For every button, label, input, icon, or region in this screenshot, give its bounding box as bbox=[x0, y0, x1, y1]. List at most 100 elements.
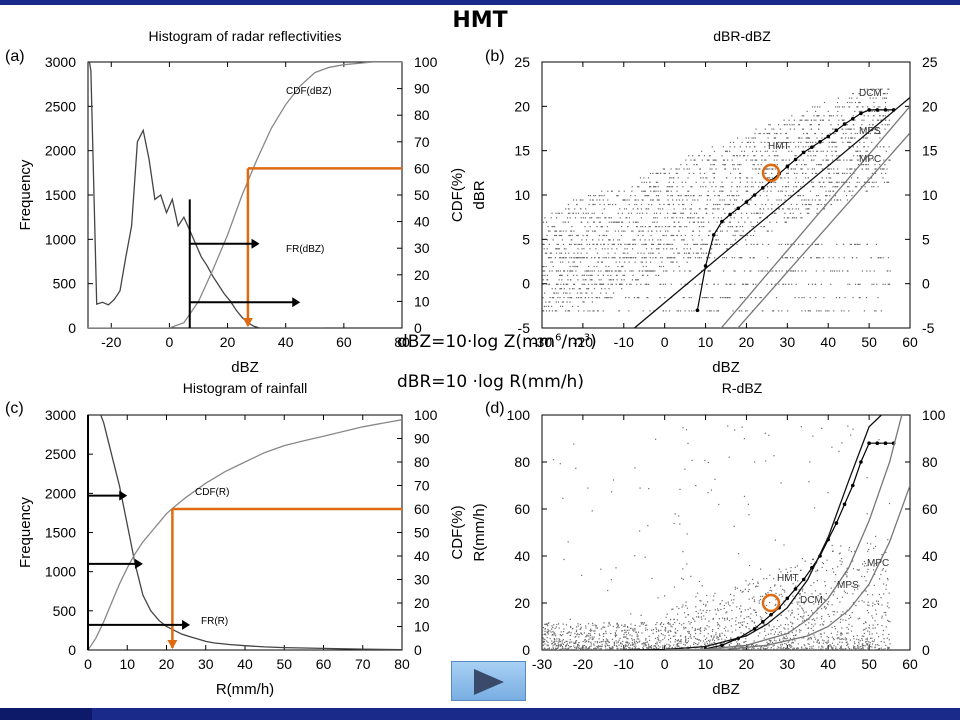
scatter-point bbox=[851, 195, 853, 197]
scatter-point bbox=[586, 257, 588, 259]
y-tick-label: 1500 bbox=[45, 525, 76, 541]
scatter-point bbox=[688, 190, 690, 192]
scatter-point bbox=[606, 643, 608, 645]
scatter-point bbox=[693, 618, 695, 620]
scatter-point bbox=[627, 226, 629, 228]
scatter-point bbox=[565, 645, 567, 647]
scatter-point bbox=[619, 208, 621, 210]
scatter-point bbox=[802, 128, 804, 130]
scatter-point bbox=[547, 633, 549, 635]
scatter-point bbox=[636, 633, 638, 635]
scatter-point bbox=[751, 186, 753, 188]
scatter-point bbox=[880, 310, 882, 312]
scatter-point bbox=[831, 646, 833, 648]
scatter-point bbox=[663, 172, 665, 174]
scatter-point bbox=[737, 649, 739, 650]
scatter-point bbox=[862, 648, 864, 650]
y2-axis-label: CDF(%) bbox=[449, 505, 466, 559]
scatter-point bbox=[768, 177, 770, 179]
scatter-point bbox=[548, 243, 550, 245]
scatter-point bbox=[628, 217, 631, 219]
scatter-point bbox=[593, 630, 595, 632]
scatter-point bbox=[742, 283, 744, 285]
scatter-point bbox=[835, 574, 837, 576]
scatter-point bbox=[584, 639, 586, 641]
scatter-point bbox=[563, 628, 565, 630]
scatter-point bbox=[637, 252, 639, 254]
scatter-point bbox=[693, 243, 695, 245]
scatter-point bbox=[640, 208, 642, 210]
scatter-point bbox=[633, 243, 635, 245]
scatter-point bbox=[599, 195, 601, 197]
x-tick-label: -30 bbox=[532, 334, 552, 350]
scatter-point bbox=[849, 649, 851, 650]
scatter-point bbox=[740, 611, 742, 613]
scatter-point bbox=[836, 649, 838, 650]
scatter-point bbox=[661, 625, 663, 628]
scatter-point bbox=[769, 168, 771, 170]
scatter-point bbox=[708, 234, 710, 237]
scatter-point bbox=[875, 649, 877, 650]
scatter-point bbox=[866, 168, 868, 170]
scatter-point bbox=[793, 124, 795, 126]
scatter-point bbox=[783, 203, 785, 206]
scatter-point bbox=[888, 146, 890, 148]
y-tick-label: 3000 bbox=[45, 407, 76, 423]
scatter-point bbox=[578, 642, 580, 644]
scatter-point bbox=[809, 646, 811, 648]
scatter-point bbox=[608, 265, 610, 268]
scatter-point bbox=[672, 248, 674, 250]
scatter-point bbox=[624, 230, 626, 232]
scatter-point bbox=[756, 649, 758, 650]
scatter-point bbox=[730, 283, 732, 285]
scatter-point bbox=[783, 217, 785, 219]
scatter-point bbox=[652, 239, 654, 241]
scatter-point bbox=[603, 243, 605, 245]
scatter-point bbox=[751, 226, 753, 228]
scatter-point bbox=[770, 647, 772, 649]
scatter-point bbox=[729, 605, 731, 607]
scatter-point bbox=[624, 632, 626, 634]
scatter-point bbox=[658, 274, 660, 276]
scatter-point bbox=[618, 626, 620, 629]
scatter-point bbox=[586, 230, 588, 232]
scatter-point bbox=[583, 248, 585, 250]
scatter-point bbox=[684, 195, 686, 197]
scatter-point bbox=[674, 257, 676, 259]
scatter-point bbox=[817, 195, 819, 197]
scatter-point bbox=[645, 265, 647, 268]
scatter-point bbox=[841, 119, 844, 121]
scatter-point bbox=[770, 639, 772, 642]
scatter-point bbox=[583, 301, 585, 303]
scatter-point bbox=[589, 279, 591, 281]
scatter-point bbox=[764, 146, 766, 148]
scatter-point bbox=[743, 270, 746, 272]
scatter-point bbox=[829, 270, 832, 272]
scatter-point bbox=[736, 199, 738, 201]
scatter-point bbox=[733, 155, 735, 157]
scatter-point bbox=[576, 234, 578, 237]
scatter-point bbox=[655, 172, 657, 174]
scatter-point bbox=[708, 230, 710, 232]
scatter-point bbox=[841, 641, 843, 643]
scatter-point bbox=[754, 203, 756, 206]
scatter-point bbox=[726, 150, 728, 152]
scatter-point bbox=[675, 168, 677, 170]
scatter-point bbox=[713, 640, 716, 642]
scatter-point bbox=[803, 637, 805, 639]
scatter-point bbox=[818, 310, 820, 312]
scatter-point bbox=[567, 647, 570, 649]
scatter-point bbox=[567, 283, 569, 285]
scatter-point bbox=[798, 297, 800, 299]
scatter-point bbox=[854, 647, 856, 649]
scatter-point bbox=[762, 181, 764, 183]
scatter-point bbox=[793, 168, 795, 170]
scatter-point bbox=[847, 649, 849, 650]
scatter-point bbox=[554, 257, 556, 259]
scatter-point bbox=[873, 565, 875, 567]
scatter-point bbox=[667, 622, 669, 624]
scatter-point bbox=[866, 243, 868, 245]
scatter-point bbox=[551, 640, 553, 642]
scatter-point bbox=[584, 297, 587, 299]
y-tick-label: 3000 bbox=[45, 54, 76, 70]
